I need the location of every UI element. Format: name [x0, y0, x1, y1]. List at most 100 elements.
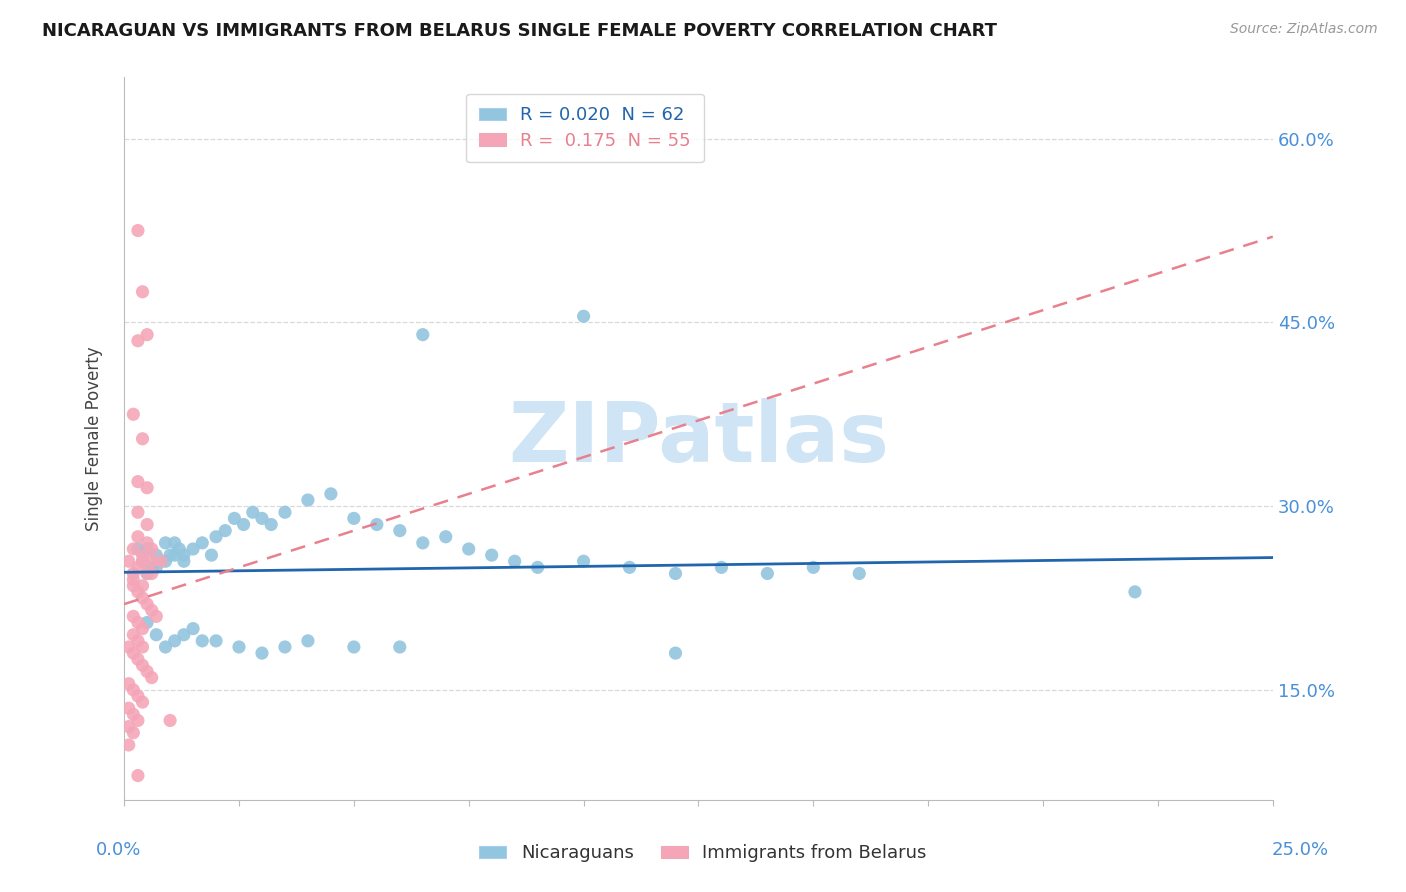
Point: [388, 640, 411, 654]
Point: [260, 517, 283, 532]
Point: [127, 560, 149, 574]
Point: [127, 768, 149, 782]
Point: [173, 548, 195, 562]
Point: [122, 628, 145, 642]
Point: [572, 310, 595, 324]
Point: [127, 652, 149, 666]
Point: [205, 530, 228, 544]
Point: [136, 597, 159, 611]
Point: [118, 720, 141, 734]
Point: [242, 505, 264, 519]
Point: [127, 530, 149, 544]
Point: [145, 548, 167, 562]
Point: [122, 407, 145, 421]
Point: [127, 615, 149, 630]
Point: [619, 560, 641, 574]
Point: [297, 493, 319, 508]
Point: [141, 671, 163, 685]
Point: [122, 707, 145, 722]
Point: [127, 505, 149, 519]
Point: [250, 646, 273, 660]
Point: [343, 511, 366, 525]
Point: [127, 714, 149, 728]
Point: [141, 560, 163, 574]
Point: [181, 541, 204, 556]
Point: [136, 541, 159, 556]
Point: [131, 658, 153, 673]
Point: [457, 541, 479, 556]
Point: [756, 566, 779, 581]
Point: [127, 334, 149, 348]
Point: [801, 560, 824, 574]
Point: [155, 536, 177, 550]
Point: [155, 554, 177, 568]
Point: [136, 517, 159, 532]
Point: [412, 327, 434, 342]
Point: [136, 615, 159, 630]
Point: [136, 566, 159, 581]
Point: [848, 566, 870, 581]
Point: [173, 628, 195, 642]
Point: [122, 609, 145, 624]
Text: Source: ZipAtlas.com: Source: ZipAtlas.com: [1230, 22, 1378, 37]
Point: [503, 554, 526, 568]
Point: [159, 548, 181, 562]
Point: [127, 475, 149, 489]
Point: [434, 530, 457, 544]
Point: [136, 665, 159, 679]
Point: [572, 554, 595, 568]
Point: [131, 622, 153, 636]
Point: [274, 640, 297, 654]
Point: [145, 560, 167, 574]
Point: [127, 633, 149, 648]
Point: [145, 628, 167, 642]
Point: [205, 633, 228, 648]
Point: [131, 591, 153, 605]
Point: [131, 432, 153, 446]
Point: [118, 640, 141, 654]
Point: [118, 554, 141, 568]
Point: [127, 541, 149, 556]
Point: [191, 633, 214, 648]
Point: [214, 524, 236, 538]
Point: [366, 517, 388, 532]
Point: [224, 511, 246, 525]
Point: [136, 536, 159, 550]
Point: [131, 548, 153, 562]
Point: [343, 640, 366, 654]
Legend: Nicaraguans, Immigrants from Belarus: Nicaraguans, Immigrants from Belarus: [472, 838, 934, 870]
Point: [122, 566, 145, 581]
Point: [1123, 585, 1146, 599]
Point: [388, 524, 411, 538]
Point: [149, 554, 172, 568]
Point: [122, 682, 145, 697]
Text: 0.0%: 0.0%: [96, 840, 141, 858]
Point: [169, 541, 191, 556]
Point: [228, 640, 250, 654]
Point: [181, 622, 204, 636]
Point: [274, 505, 297, 519]
Point: [412, 536, 434, 550]
Point: [122, 541, 145, 556]
Y-axis label: Single Female Poverty: Single Female Poverty: [86, 346, 103, 531]
Point: [127, 585, 149, 599]
Point: [122, 579, 145, 593]
Point: [122, 573, 145, 587]
Point: [136, 481, 159, 495]
Point: [131, 554, 153, 568]
Point: [191, 536, 214, 550]
Point: [136, 566, 159, 581]
Point: [297, 633, 319, 648]
Point: [232, 517, 254, 532]
Point: [122, 725, 145, 739]
Point: [163, 548, 186, 562]
Point: [118, 701, 141, 715]
Point: [118, 677, 141, 691]
Point: [163, 633, 186, 648]
Point: [131, 579, 153, 593]
Point: [159, 714, 181, 728]
Point: [127, 223, 149, 237]
Point: [200, 548, 222, 562]
Text: 25.0%: 25.0%: [1271, 840, 1329, 858]
Point: [141, 541, 163, 556]
